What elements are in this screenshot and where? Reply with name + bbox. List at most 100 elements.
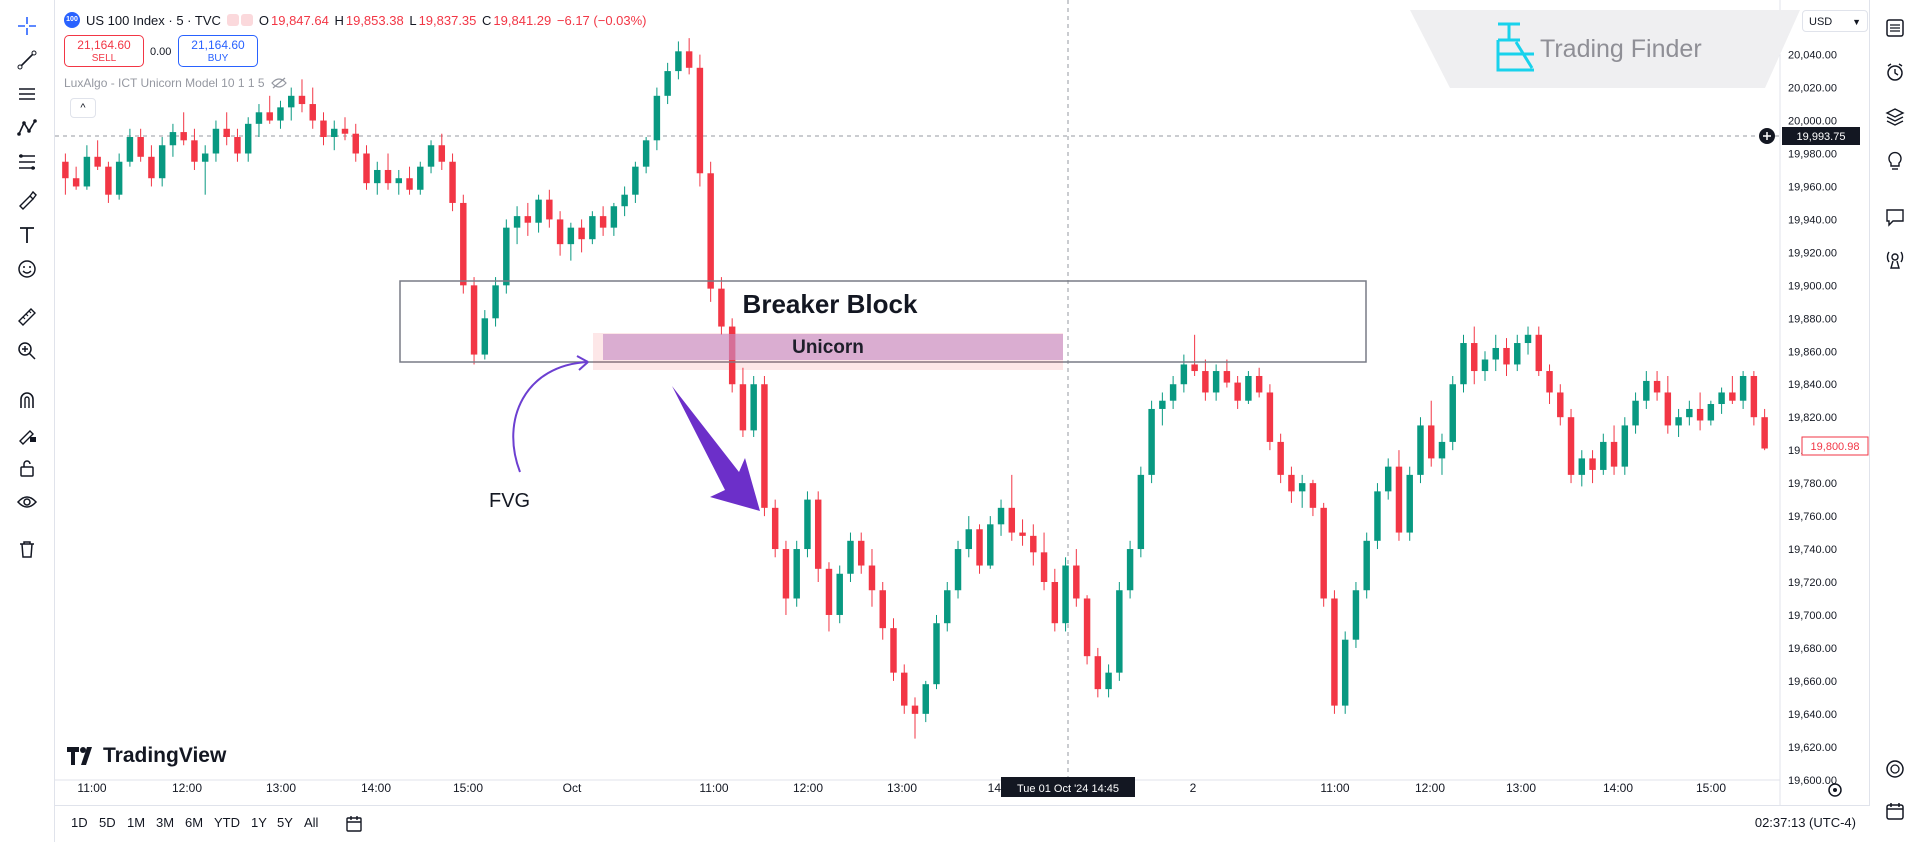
broadcast-icon[interactable]: [1881, 245, 1909, 273]
pattern-icon[interactable]: [13, 114, 41, 142]
candle-body: [234, 137, 241, 154]
price-tick-label: 19,940.00: [1788, 214, 1837, 226]
price-axis: 20,040.00 20,020.00 20,000.00 19,980.00 19,9…: [1788, 50, 1837, 787]
candle-body: [1169, 384, 1177, 401]
symbol-title[interactable]: US 100 Index · 5 · TVC: [86, 12, 221, 28]
price-tick-label: 20,040.00: [1788, 50, 1837, 62]
range-5d-button[interactable]: 5D: [99, 815, 116, 830]
candle-body: [1567, 417, 1575, 475]
brush-icon[interactable]: [13, 185, 41, 213]
candle-body: [503, 227, 510, 286]
trend-line-icon[interactable]: [13, 46, 41, 74]
time-tick-label: 11:00: [699, 781, 728, 795]
text-icon[interactable]: [13, 221, 41, 249]
crosshair-plus-button[interactable]: [1759, 128, 1775, 144]
chart-area[interactable]: Breaker Block Unicorn FVG 20,040.00 20,02…: [55, 0, 1870, 842]
range-1y-button[interactable]: 1Y: [251, 815, 267, 830]
crosshair-icon[interactable]: [13, 12, 41, 40]
collapse-legend-button[interactable]: ^: [70, 98, 96, 118]
candle-body: [1008, 507, 1016, 533]
time-tick-label: 11:00: [77, 781, 106, 795]
buy-button[interactable]: 21,164.60 BUY: [178, 35, 258, 67]
candle-body: [1653, 380, 1661, 393]
candle-body: [417, 166, 424, 190]
candle-body: [1696, 408, 1704, 421]
unicorn-label: Unicorn: [792, 337, 864, 358]
layers-icon[interactable]: [1881, 103, 1909, 131]
candle-body: [1341, 639, 1349, 706]
alarm-icon[interactable]: [1881, 58, 1909, 86]
settings-gear-icon[interactable]: [1828, 783, 1842, 797]
candle-body: [1557, 392, 1564, 418]
lock-icon[interactable]: [13, 454, 41, 482]
range-ytd-button[interactable]: YTD: [214, 815, 240, 830]
zoom-icon[interactable]: [13, 337, 41, 365]
price-tick-label: 19,840.00: [1788, 379, 1837, 391]
horizontal-lines-icon[interactable]: [13, 80, 41, 108]
ruler-icon[interactable]: [13, 303, 41, 331]
time-tick-label: 13:00: [1506, 781, 1536, 795]
magnet-icon[interactable]: [13, 386, 41, 414]
candle-body: [438, 145, 446, 162]
clock-timezone[interactable]: 02:37:13 (UTC-4): [1754, 815, 1856, 830]
sell-price: 21,164.60: [77, 38, 131, 52]
candle-body: [1331, 598, 1338, 706]
candle-body: [1481, 359, 1489, 372]
candle-body: [1460, 343, 1467, 385]
goto-date-icon[interactable]: [345, 814, 365, 839]
candle-body: [858, 540, 865, 566]
lock-draw-icon[interactable]: [13, 420, 41, 448]
price-tick-label: 19,900.00: [1788, 280, 1837, 292]
candle-body: [1761, 417, 1768, 449]
candle-body: [1428, 425, 1435, 459]
help-icon[interactable]: [1881, 755, 1909, 783]
price-chart[interactable]: Breaker Block Unicorn FVG 20,040.00 20,02…: [55, 0, 1870, 805]
range-1d-button[interactable]: 1D: [71, 815, 88, 830]
range-1m-button[interactable]: 1M: [127, 815, 146, 830]
price-tick-label: 19,780.00: [1788, 478, 1837, 490]
candle-body: [1600, 441, 1607, 470]
time-tick-label: 14:00: [361, 781, 391, 795]
candle-body: [1686, 408, 1693, 418]
candle-body: [1718, 392, 1725, 405]
range-3m-button[interactable]: 3M: [156, 815, 175, 830]
candle-body: [750, 384, 757, 431]
indicator-legend[interactable]: LuxAlgo - ICT Unicorn Model 10 1 1 5: [64, 76, 287, 90]
candle-body: [1503, 347, 1510, 365]
currency-select[interactable]: USD ▼: [1802, 10, 1868, 32]
buy-price: 21,164.60: [191, 38, 245, 52]
price-tick-label: 19,720.00: [1788, 577, 1837, 589]
emoji-icon[interactable]: [13, 255, 41, 283]
calendar-icon[interactable]: [1881, 797, 1909, 825]
chat-icon[interactable]: [1881, 203, 1909, 231]
tradingview-watermark: TradingView: [67, 744, 226, 768]
candle-body: [825, 568, 833, 615]
breaker-block-label: Breaker Block: [743, 289, 918, 319]
candle-body: [535, 199, 542, 223]
hidden-eye-icon[interactable]: [270, 77, 287, 89]
trash-icon[interactable]: [13, 535, 41, 563]
eye-icon[interactable]: [13, 488, 41, 516]
candle-body: [223, 128, 230, 138]
candle-body: [137, 137, 144, 157]
sell-button[interactable]: 21,164.60 SELL: [64, 35, 144, 67]
candle-body: [384, 169, 392, 184]
range-all-button[interactable]: All: [304, 815, 319, 830]
watchlist-icon[interactable]: [1881, 14, 1909, 42]
price-tick-label: 19,740.00: [1788, 544, 1837, 556]
candle-body: [513, 216, 521, 228]
range-5y-button[interactable]: 5Y: [277, 815, 293, 830]
candle-body: [976, 529, 983, 566]
candle-body: [696, 67, 704, 174]
candle-body: [1180, 364, 1188, 385]
candle-body: [62, 161, 69, 179]
ideas-icon[interactable]: [1881, 146, 1909, 174]
fib-icon[interactable]: [13, 148, 41, 176]
tradingview-logo-icon: [67, 747, 92, 765]
candle-body: [556, 219, 564, 245]
candle-body: [1395, 466, 1403, 533]
candle-body: [1739, 375, 1747, 401]
candle-body: [105, 166, 112, 195]
ohlc-values: O 19,847.64 H 19,853.38 L 19,837.35 C 19,841…: [258, 12, 647, 28]
range-6m-button[interactable]: 6M: [185, 815, 204, 830]
